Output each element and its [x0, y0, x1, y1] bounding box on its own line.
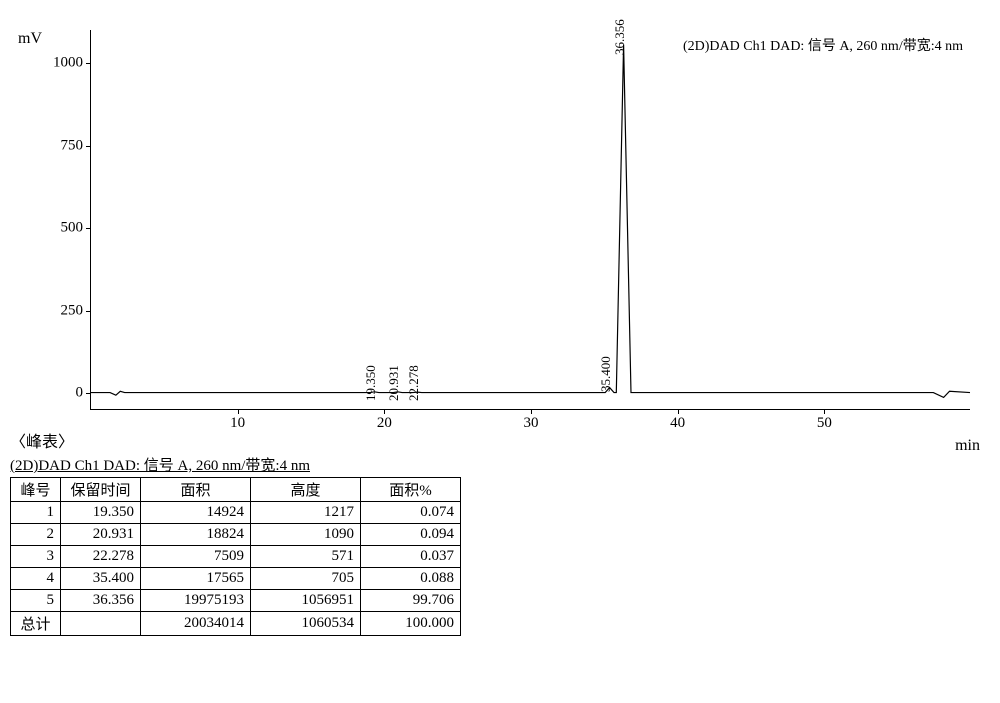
table-cell: 7509 [141, 546, 251, 568]
peak-table-caption: (2D)DAD Ch1 DAD: 信号 A, 260 nm/带宽:4 nm [10, 454, 990, 475]
table-cell: 1217 [251, 502, 361, 524]
x-axis-label: min [955, 437, 980, 455]
table-cell [61, 612, 141, 636]
table-cell: 1060534 [251, 612, 361, 636]
table-cell: 571 [251, 546, 361, 568]
table-cell: 5 [11, 590, 61, 612]
peak-label: 35.400 [598, 357, 614, 393]
table-cell: 1056951 [251, 590, 361, 612]
col-header-areapct: 面积% [361, 478, 461, 502]
table-cell: 1090 [251, 524, 361, 546]
y-tick-mark [86, 311, 91, 312]
chart-plot-area: (2D)DAD Ch1 DAD: 信号 A, 260 nm/带宽:4 nm 02… [90, 30, 970, 410]
chart-legend: (2D)DAD Ch1 DAD: 信号 A, 260 nm/带宽:4 nm [680, 34, 966, 56]
table-cell: 0.037 [361, 546, 461, 568]
table-cell: 1 [11, 502, 61, 524]
table-cell: 0.094 [361, 524, 461, 546]
y-tick-mark [86, 63, 91, 64]
table-cell: 22.278 [61, 546, 141, 568]
peak-label: 20.931 [386, 365, 402, 401]
x-tick-mark [238, 409, 239, 414]
peak-label: 36.356 [612, 19, 628, 55]
table-cell: 3 [11, 546, 61, 568]
table-header-row: 峰号 保留时间 面积 高度 面积% [11, 478, 461, 502]
peak-label: 22.278 [406, 365, 422, 401]
table-cell: 18824 [141, 524, 251, 546]
table-cell: 17565 [141, 568, 251, 590]
table-row: 119.3501492412170.074 [11, 502, 461, 524]
table-cell: 35.400 [61, 568, 141, 590]
table-cell: 20.931 [61, 524, 141, 546]
peak-table-section-title: 〈峰表〉 [10, 428, 990, 452]
table-cell: 4 [11, 568, 61, 590]
table-cell: 0.088 [361, 568, 461, 590]
col-header-peak: 峰号 [11, 478, 61, 502]
table-cell: 总计 [11, 612, 61, 636]
col-header-height: 高度 [251, 478, 361, 502]
peak-table: 峰号 保留时间 面积 高度 面积% 119.3501492412170.0742… [10, 477, 461, 636]
table-cell: 2 [11, 524, 61, 546]
table-cell: 19.350 [61, 502, 141, 524]
y-tick-mark [86, 228, 91, 229]
table-cell: 19975193 [141, 590, 251, 612]
x-tick-mark [384, 409, 385, 414]
y-tick-mark [86, 146, 91, 147]
table-cell: 14924 [141, 502, 251, 524]
y-tick-mark [86, 393, 91, 394]
col-header-rt: 保留时间 [61, 478, 141, 502]
table-total-row: 总计 200340141060534100.000 [11, 612, 461, 636]
x-tick-mark [531, 409, 532, 414]
table-row: 536.35619975193105695199.706 [11, 590, 461, 612]
table-row: 435.400175657050.088 [11, 568, 461, 590]
table-cell: 99.706 [361, 590, 461, 612]
col-header-area: 面积 [141, 478, 251, 502]
y-axis-label: mV [18, 30, 42, 48]
x-tick-mark [824, 409, 825, 414]
table-cell: 705 [251, 568, 361, 590]
chromatogram-line [91, 30, 970, 409]
chart-wrapper: mV (2D)DAD Ch1 DAD: 信号 A, 260 nm/带宽:4 nm… [10, 30, 990, 410]
table-row: 322.27875095710.037 [11, 546, 461, 568]
table-cell: 20034014 [141, 612, 251, 636]
table-cell: 0.074 [361, 502, 461, 524]
table-cell: 36.356 [61, 590, 141, 612]
table-cell: 100.000 [361, 612, 461, 636]
table-row: 220.9311882410900.094 [11, 524, 461, 546]
peak-label: 19.350 [363, 365, 379, 401]
x-tick-mark [678, 409, 679, 414]
